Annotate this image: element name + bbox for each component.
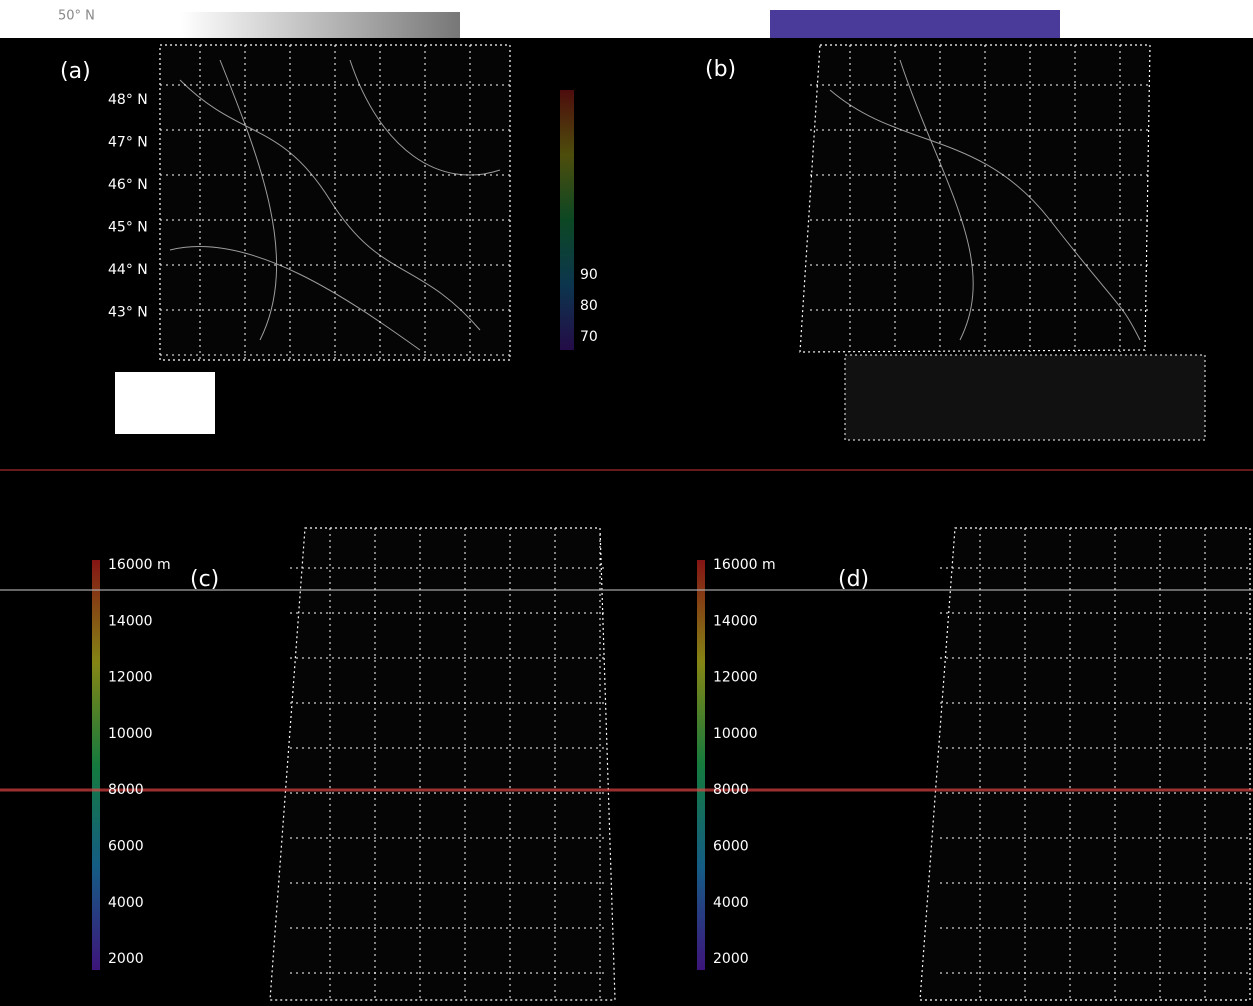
colorbar-label: 16000 m xyxy=(713,557,776,573)
top-label: 50° N xyxy=(58,9,95,24)
colorbar xyxy=(92,560,100,970)
panel-label: (a) xyxy=(60,59,91,84)
latitude-label: 44° N xyxy=(108,262,148,278)
latitude-label: 46° N xyxy=(108,177,148,193)
colorbar-label: 14000 xyxy=(713,613,758,629)
colorbar-label: 6000 xyxy=(713,839,749,855)
colorbar-label: 16000 m xyxy=(108,557,171,573)
colorbar-label: 14000 xyxy=(108,613,153,629)
colorbar xyxy=(560,90,574,350)
colorbar-label: 8000 xyxy=(108,782,144,798)
map-frame xyxy=(269,527,616,1001)
colorbar-label: 90 xyxy=(580,267,598,283)
colorbar-label: 4000 xyxy=(108,895,144,911)
colorbar-label: 12000 xyxy=(108,670,153,686)
map-relief xyxy=(829,59,1141,341)
panel-label: (c) xyxy=(190,567,219,592)
legend-box xyxy=(115,372,215,434)
map-frame xyxy=(799,44,1151,353)
map-fragment xyxy=(180,12,460,38)
latitude-label: 43° N xyxy=(108,305,148,321)
map-relief xyxy=(169,59,501,351)
colorbar-label: 2000 xyxy=(713,951,749,967)
colorbar-label: 2000 xyxy=(108,951,144,967)
panel-label: (d) xyxy=(838,567,869,592)
colorbar-label: 10000 xyxy=(108,726,153,742)
colorbar-label: 6000 xyxy=(108,839,144,855)
colorbar xyxy=(697,560,705,970)
colorbar-label: 70 xyxy=(580,329,598,345)
map-fragment xyxy=(770,10,1060,38)
colorbar-label: 10000 xyxy=(713,726,758,742)
colorbar-label: 80 xyxy=(580,298,598,314)
colorbar-label: 12000 xyxy=(713,670,758,686)
inset xyxy=(844,354,1206,441)
colorbar-label: 4000 xyxy=(713,895,749,911)
latitude-label: 47° N xyxy=(108,135,148,151)
panel-label: (b) xyxy=(705,57,736,82)
latitude-label: 45° N xyxy=(108,220,148,236)
colorbar-label: 8000 xyxy=(713,782,749,798)
latitude-label: 48° N xyxy=(108,92,148,108)
map-frame xyxy=(919,527,1251,1001)
